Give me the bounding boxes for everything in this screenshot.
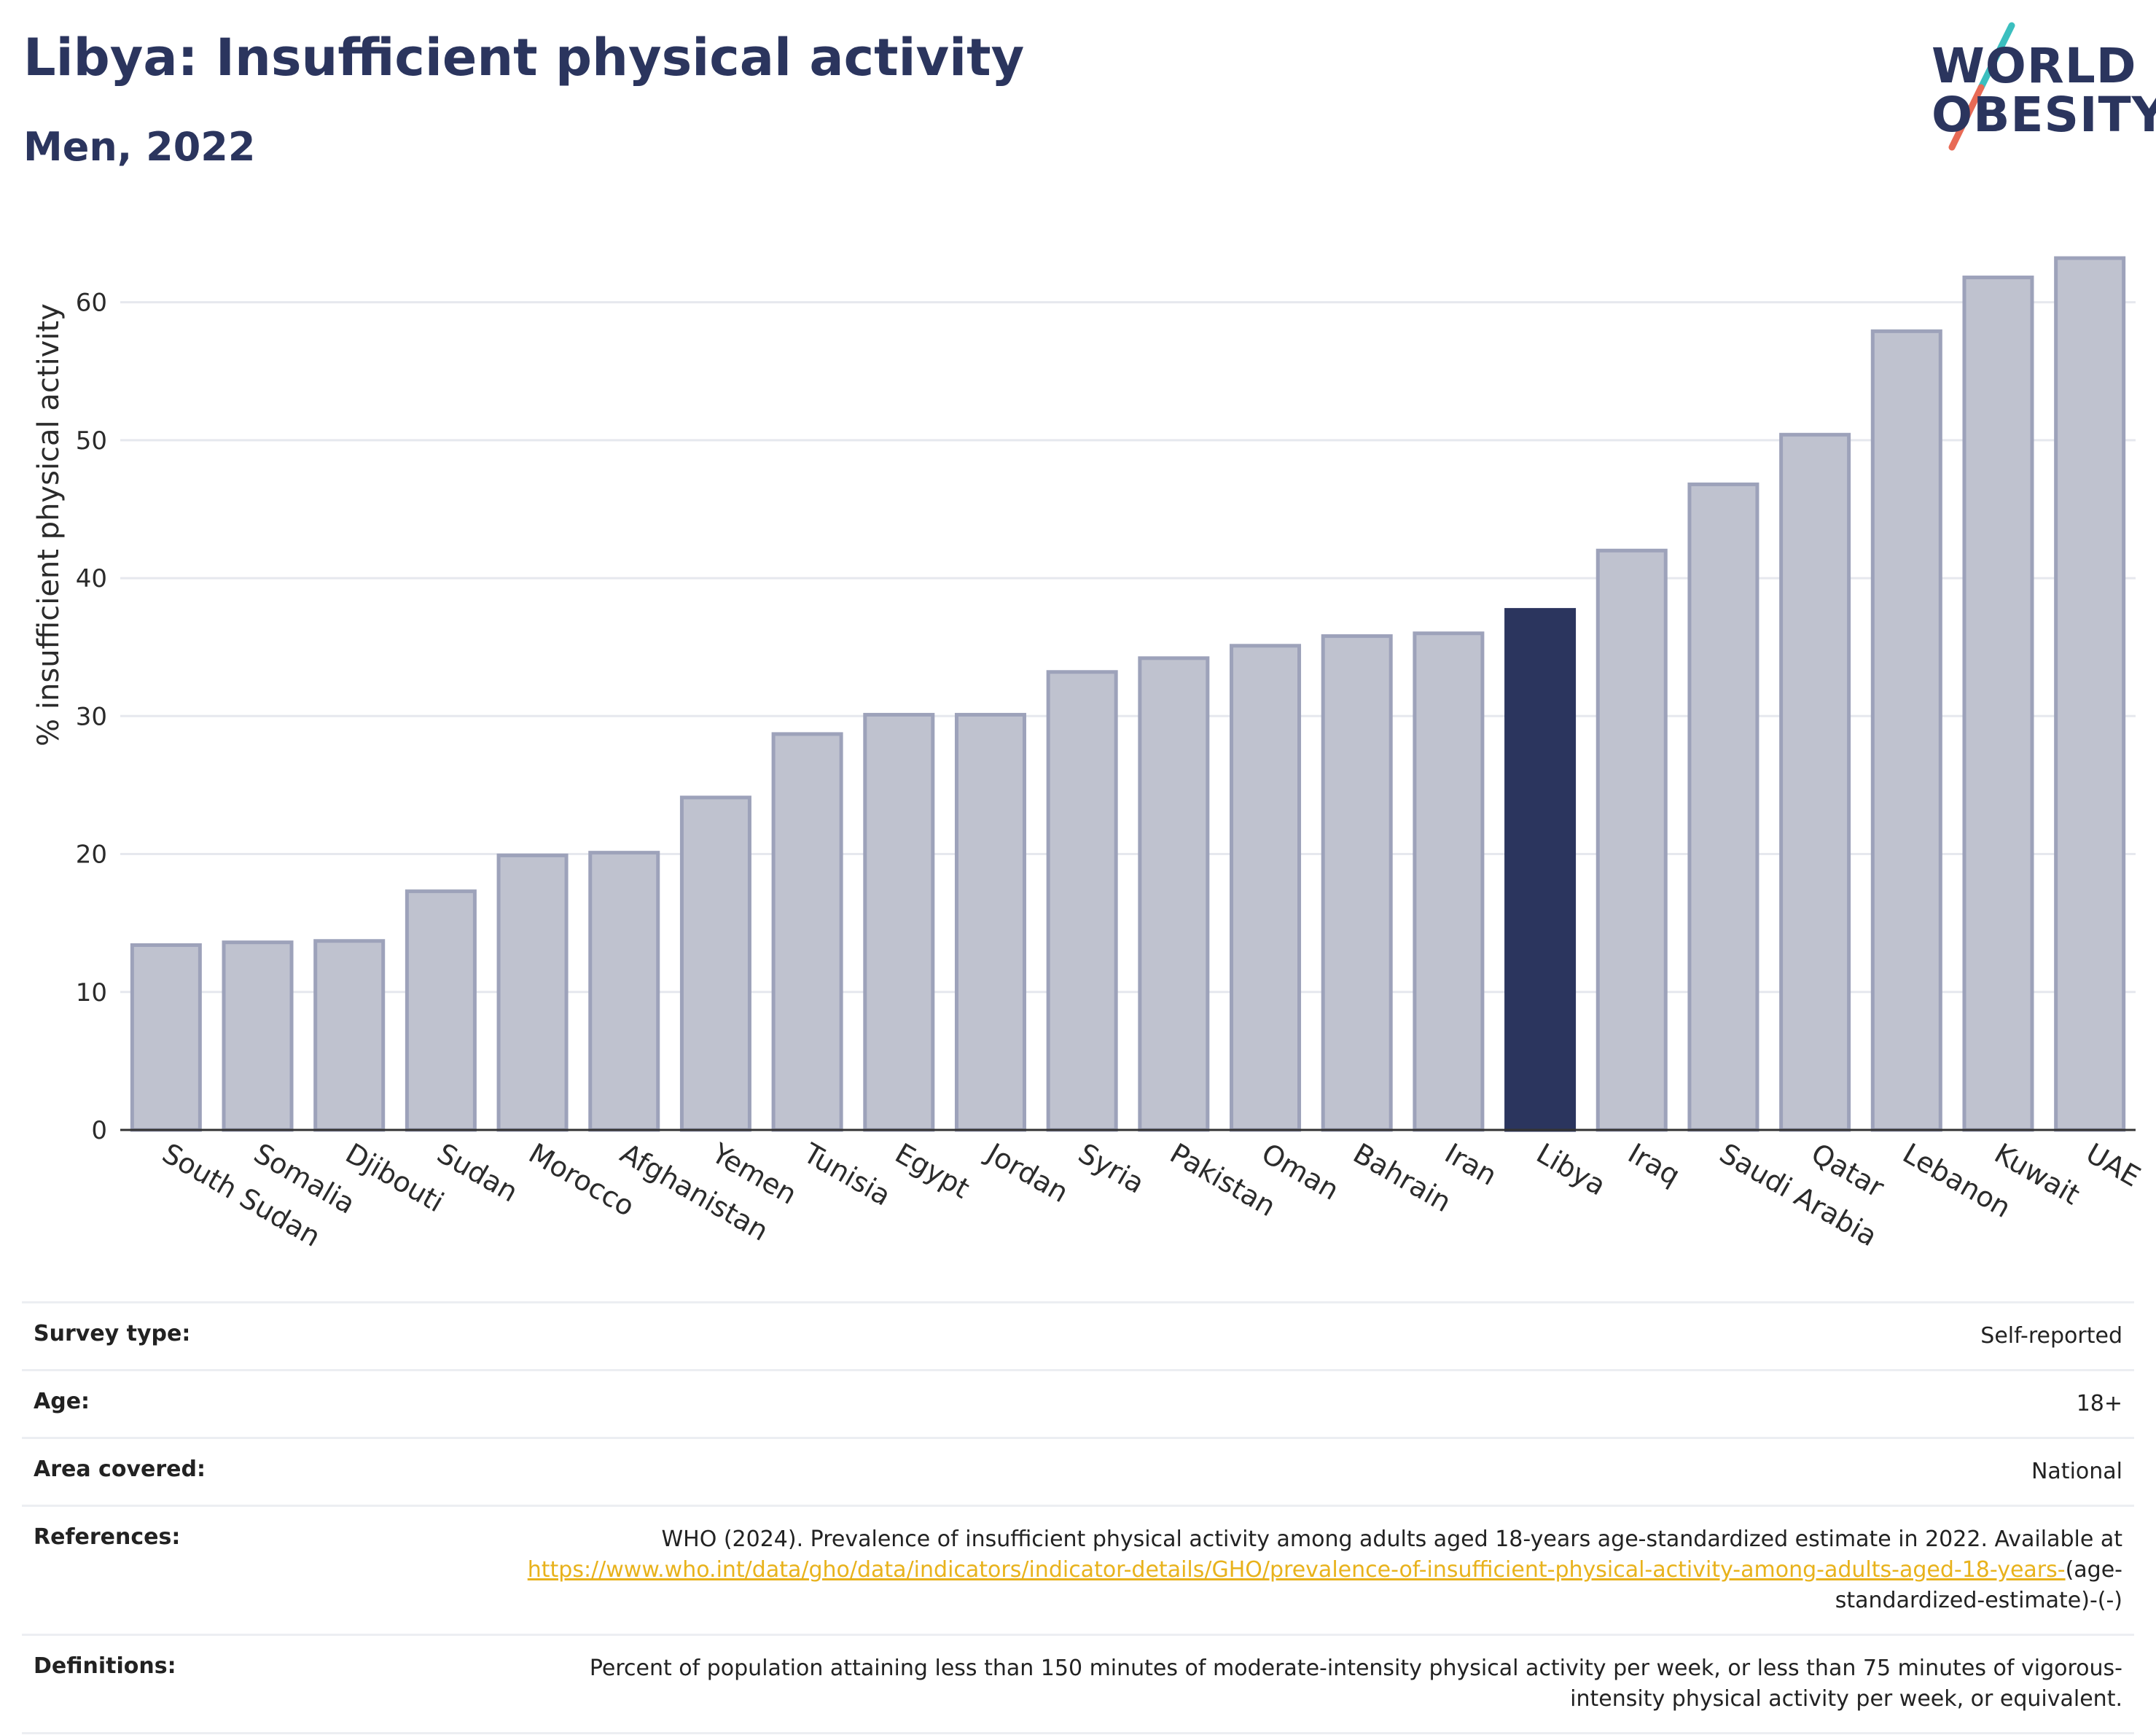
- logo-text-obesity: OBESITY: [1932, 87, 2156, 143]
- bar-uae: [2054, 256, 2126, 1132]
- bar-saudi-arabia: [1687, 482, 1759, 1132]
- info-value: National: [2031, 1459, 2122, 1484]
- y-tick-label: 10: [76, 978, 107, 1007]
- x-tick-label: Syria: [1073, 1137, 1149, 1200]
- bar-syria: [1046, 670, 1118, 1132]
- y-axis-label: % insufficient physical activity: [32, 303, 66, 746]
- references-link[interactable]: https://www.who.int/data/gho/data/indica…: [527, 1557, 2066, 1583]
- info-label: Definitions:: [34, 1653, 176, 1679]
- x-tick-label: Pakistan: [1165, 1137, 1281, 1223]
- y-tick-label: 0: [91, 1116, 107, 1145]
- bar-libya: [1504, 608, 1577, 1132]
- x-tick-label: Bahrain: [1348, 1137, 1456, 1219]
- info-label: Survey type:: [34, 1321, 191, 1346]
- bar-egypt: [863, 712, 935, 1132]
- info-value: 18+: [2076, 1391, 2122, 1416]
- x-tick-label: Sudan: [431, 1137, 523, 1209]
- info-value: Percent of population attaining less tha…: [589, 1656, 2122, 1712]
- x-tick-label: Tunisia: [797, 1136, 896, 1212]
- bar-afghanistan: [588, 851, 660, 1132]
- info-label: Age:: [34, 1389, 90, 1414]
- x-tick-label: South Sudan: [157, 1137, 326, 1253]
- references-text: WHO (2024). Prevalence of insufficient p…: [661, 1527, 2122, 1552]
- bar-djibouti: [313, 939, 386, 1132]
- x-tick-label: Jordan: [980, 1136, 1074, 1209]
- bar-bahrain: [1321, 634, 1393, 1132]
- page-subtitle: Men, 2022: [23, 124, 256, 170]
- y-tick-label: 30: [76, 702, 107, 731]
- logo-slash-icon: [1948, 22, 2015, 151]
- page-title: Libya: Insufficient physical activity: [23, 28, 1025, 87]
- logo-text-world: WORLD: [1932, 38, 2137, 94]
- info-row-survey-type: Survey type: Self-reported: [22, 1301, 2134, 1369]
- bar-iran: [1413, 631, 1485, 1132]
- info-table: Survey type: Self-reported Age: 18+ Area…: [22, 1301, 2134, 1734]
- bar-iraq: [1595, 548, 1668, 1132]
- x-tick-label: Djibouti: [340, 1137, 450, 1219]
- bar-pakistan: [1138, 656, 1210, 1132]
- info-row-references: References: WHO (2024). Prevalence of in…: [22, 1505, 2134, 1634]
- references-value: WHO (2024). Prevalence of insufficient p…: [519, 1524, 2122, 1616]
- bar-somalia: [222, 940, 294, 1132]
- bar-kuwait: [1962, 276, 2034, 1132]
- x-tick-label: Iraq: [1622, 1137, 1685, 1192]
- x-tick-label: Egypt: [890, 1137, 975, 1205]
- references-suffix: (age-standardized-estimate)-(-): [1835, 1557, 2122, 1613]
- bar-yemen: [679, 795, 751, 1132]
- x-tick-label: UAE: [2081, 1137, 2146, 1193]
- bar-tunisia: [771, 732, 843, 1132]
- bar-lebanon: [1870, 329, 1942, 1132]
- x-tick-label: Morocco: [523, 1137, 640, 1223]
- y-tick-label: 20: [76, 841, 107, 870]
- bar-qatar: [1779, 432, 1851, 1132]
- info-row-definitions: Definitions: Percent of population attai…: [22, 1634, 2134, 1734]
- bar-jordan: [954, 712, 1026, 1132]
- x-tick-label: Iran: [1440, 1137, 1502, 1192]
- bar-south-sudan: [130, 943, 202, 1132]
- bars: [130, 256, 2126, 1132]
- bar-sudan: [405, 889, 477, 1132]
- bar-morocco: [496, 853, 569, 1132]
- info-row-age: Age: 18+: [22, 1369, 2134, 1437]
- x-tick-label: Saudi Arabia: [1714, 1137, 1883, 1253]
- y-tick-label: 40: [76, 564, 107, 593]
- world-obesity-logo: WORLD OBESITY: [1895, 22, 2156, 153]
- bar-oman: [1230, 644, 1302, 1132]
- info-label: References:: [34, 1524, 181, 1550]
- y-tick-label: 50: [76, 426, 107, 456]
- info-row-area-covered: Area covered: National: [22, 1437, 2134, 1505]
- x-tick-label: Libya: [1531, 1137, 1612, 1202]
- info-label: Area covered:: [34, 1457, 206, 1482]
- info-value: Self-reported: [1980, 1323, 2122, 1349]
- y-tick-label: 60: [76, 289, 107, 318]
